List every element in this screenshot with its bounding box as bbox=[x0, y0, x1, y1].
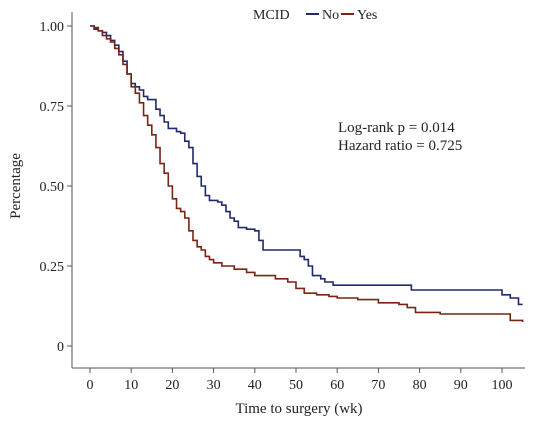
x-tick-label: 0 bbox=[87, 378, 94, 393]
x-tick-label: 20 bbox=[165, 378, 179, 393]
y-axis-title: Percentage bbox=[8, 153, 24, 219]
series-line-no bbox=[90, 25, 523, 306]
x-axis-title: Time to surgery (wk) bbox=[235, 401, 362, 417]
x-tick-label: 90 bbox=[454, 378, 468, 393]
annotation-log-rank: Log-rank p = 0.014 bbox=[338, 120, 455, 136]
x-tick-label: 10 bbox=[124, 378, 138, 393]
y-tick-label: 0.75 bbox=[40, 100, 65, 115]
x-tick-label: 100 bbox=[492, 378, 513, 393]
series-layer bbox=[90, 25, 524, 322]
legend-label-yes: Yes bbox=[357, 8, 377, 23]
series-line-yes bbox=[90, 25, 524, 322]
x-tick-label: 30 bbox=[207, 378, 221, 393]
x-tick-label: 40 bbox=[248, 378, 262, 393]
x-tick-label: 80 bbox=[413, 378, 427, 393]
x-tick-label: 70 bbox=[371, 378, 385, 393]
legend-label-no: No bbox=[322, 8, 339, 23]
ticks: 0 10 20 30 40 50 60 70 80 90 100 0 0.25 0.50 0.75 1.00 bbox=[40, 20, 513, 393]
y-tick-label: 1.00 bbox=[40, 20, 65, 35]
legend-title: MCID bbox=[253, 8, 290, 23]
x-tick-label: 50 bbox=[289, 378, 303, 393]
x-tick-label: 60 bbox=[330, 378, 344, 393]
y-tick-label: 0.50 bbox=[40, 180, 65, 195]
y-tick-label: 0 bbox=[57, 340, 64, 355]
y-tick-label: 0.25 bbox=[40, 260, 65, 275]
legend: MCID No Yes bbox=[253, 8, 377, 23]
annotation-hazard-ratio: Hazard ratio = 0.725 bbox=[338, 138, 462, 154]
